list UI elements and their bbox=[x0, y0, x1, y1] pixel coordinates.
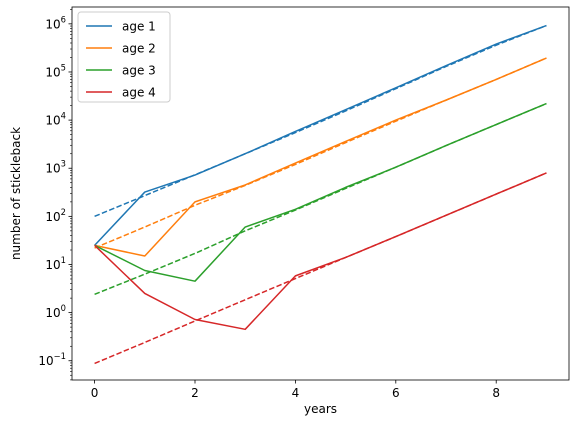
series-age-2-fitted-line bbox=[94, 57, 547, 249]
legend-label-age-3: age 3 bbox=[122, 64, 156, 78]
ticks-layer: 0 2 4 6 8 10−1 100 101 102 103 104 105 106 bbox=[38, 9, 500, 400]
series-age-4-observed-line bbox=[94, 172, 547, 331]
series-age-3-observed-line bbox=[94, 102, 547, 282]
y-tick-label: 102 bbox=[45, 207, 66, 224]
legend: age 1 age 2 age 3 age 4 bbox=[77, 11, 171, 103]
y-tick-label: 105 bbox=[45, 62, 66, 79]
legend-box bbox=[77, 11, 171, 103]
legend-label-age-1: age 1 bbox=[122, 20, 156, 34]
y-axis-label: number of stickleback bbox=[9, 127, 23, 260]
series-age-3-fitted-line bbox=[94, 102, 547, 296]
legend-label-age-2: age 2 bbox=[122, 42, 156, 56]
series-age-1-observed-line bbox=[94, 24, 547, 246]
x-tick-label: 4 bbox=[292, 386, 300, 400]
series-age-1-fitted-line bbox=[94, 24, 547, 218]
y-tick-label: 101 bbox=[45, 255, 66, 272]
y-tick-label: 100 bbox=[45, 303, 66, 320]
y-tick-label: 10−1 bbox=[38, 351, 66, 368]
series-layer bbox=[94, 24, 547, 365]
y-tick-label: 106 bbox=[45, 14, 66, 31]
x-tick-label: 6 bbox=[392, 386, 400, 400]
series-age-2-observed-line bbox=[94, 57, 547, 257]
y-tick-label: 104 bbox=[45, 111, 66, 128]
series-age-4-fitted-line bbox=[94, 172, 547, 365]
y-tick-label: 103 bbox=[45, 159, 66, 176]
x-tick-label: 8 bbox=[492, 386, 500, 400]
x-tick-label: 2 bbox=[191, 386, 199, 400]
x-axis-label: years bbox=[304, 402, 337, 416]
x-tick-label: 0 bbox=[91, 386, 99, 400]
legend-label-age-4: age 4 bbox=[122, 86, 156, 100]
